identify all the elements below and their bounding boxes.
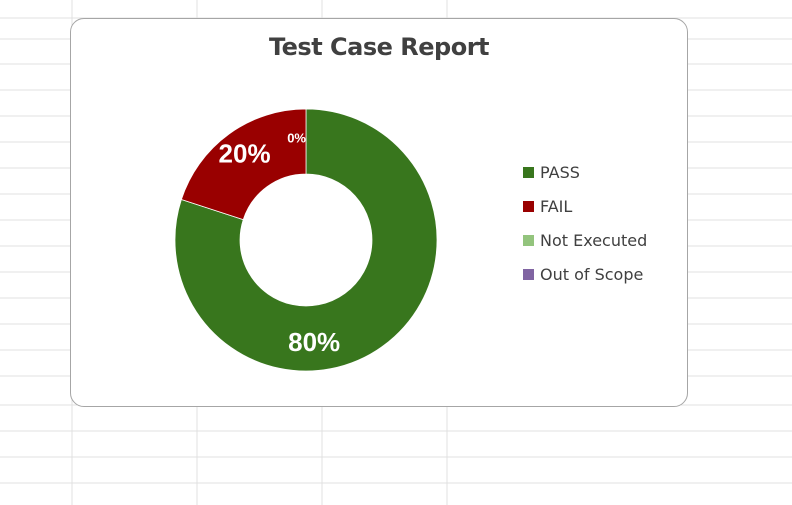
- legend-item-not-executed[interactable]: Not Executed: [523, 223, 647, 257]
- chart-container[interactable]: Test Case Report 80% 20% 0% PASS FAIL Not Ex…: [70, 18, 688, 407]
- chart-legend: PASS FAIL Not Executed Out of Scope: [523, 155, 647, 291]
- legend-item-out-of-scope[interactable]: Out of Scope: [523, 257, 647, 291]
- legend-label: PASS: [540, 162, 580, 182]
- legend-swatch: [523, 200, 534, 212]
- legend-item-fail[interactable]: FAIL: [523, 189, 647, 223]
- legend-label: Not Executed: [540, 230, 648, 250]
- chart-title: Test Case Report: [268, 33, 490, 61]
- legend-swatch: [523, 234, 534, 246]
- donut-slice-fail[interactable]: [180, 108, 307, 221]
- data-label-not-executed: 0%: [287, 130, 306, 145]
- donut-slice-pass[interactable]: [174, 108, 438, 372]
- data-label-fail: 20%: [219, 138, 271, 168]
- legend-label: Out of Scope: [540, 264, 644, 284]
- legend-swatch: [523, 166, 534, 178]
- donut-chart: 80% 20% 0%: [174, 108, 438, 372]
- legend-label: FAIL: [540, 196, 573, 216]
- legend-swatch: [523, 268, 534, 280]
- data-label-pass: 80%: [288, 327, 340, 357]
- legend-item-pass[interactable]: PASS: [523, 155, 647, 189]
